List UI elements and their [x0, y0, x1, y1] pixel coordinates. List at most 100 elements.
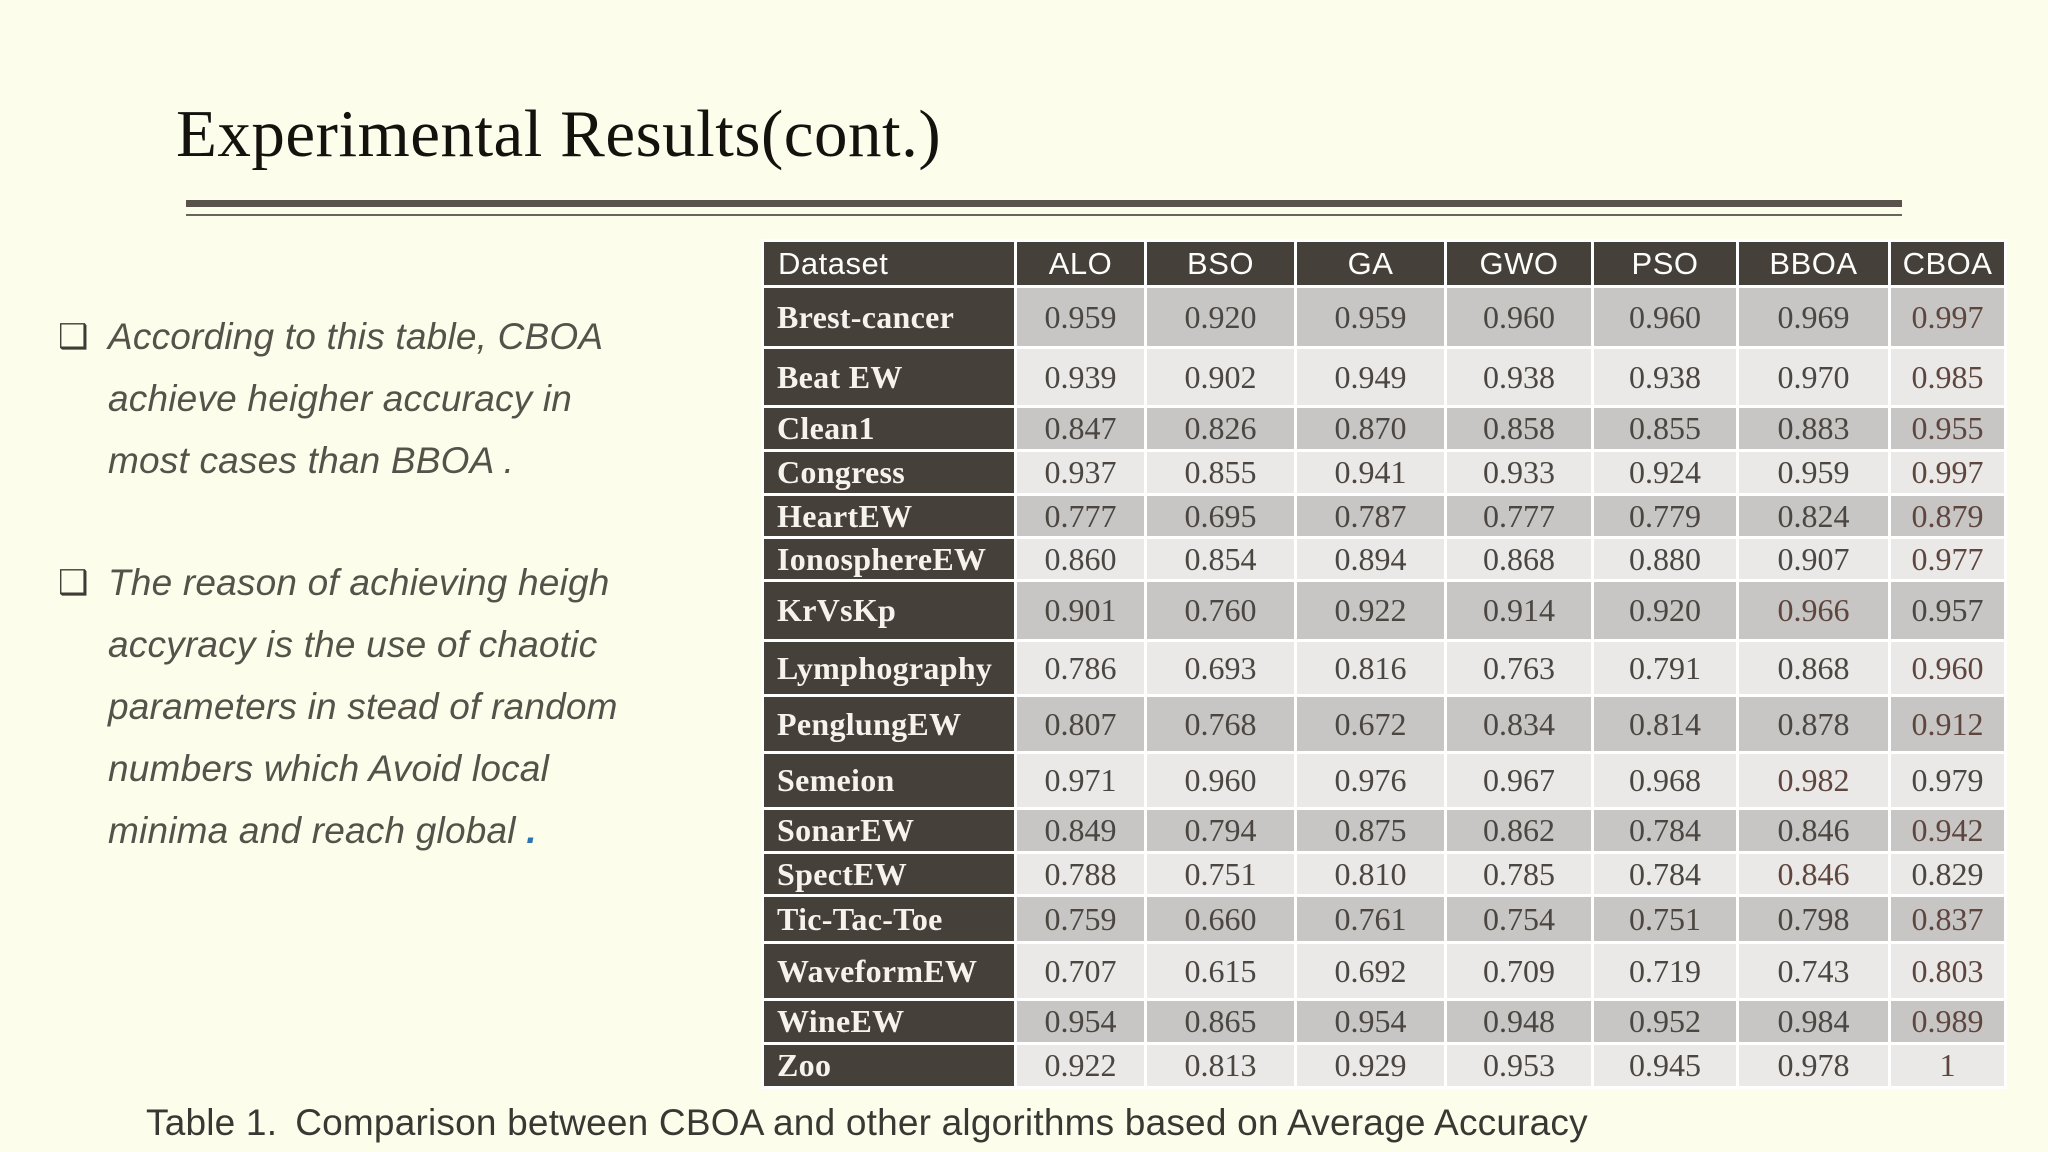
- bullet-text-line: parameters in stead of random: [108, 686, 618, 727]
- value-cell-bboa: 0.868: [1739, 642, 1888, 694]
- value-cell-cboa: 0.829: [1891, 854, 2004, 894]
- results-table: Dataset ALO BSO GA GWO PSO BBOA CBOA Brest-cance…: [761, 239, 2007, 1089]
- value-cell-bso: 0.693: [1147, 642, 1294, 694]
- column-header-bso: BSO: [1147, 242, 1294, 285]
- value-cell-pso: 0.855: [1594, 408, 1736, 449]
- column-header-alo: ALO: [1017, 242, 1144, 285]
- value-cell-bboa: 0.907: [1739, 539, 1888, 579]
- value-cell-ga: 0.941: [1297, 452, 1444, 493]
- value-cell-pso: 0.814: [1594, 697, 1736, 751]
- table-caption-text: Comparison between CBOA and other algori…: [295, 1102, 1588, 1143]
- dataset-cell: KrVsKp: [764, 582, 1014, 639]
- dataset-cell: Congress: [764, 452, 1014, 493]
- value-cell-gwo: 0.948: [1447, 1001, 1591, 1042]
- bullet-text: The reason of achieving heigh accyracy is…: [108, 552, 618, 862]
- value-cell-bboa: 0.978: [1739, 1045, 1888, 1086]
- bullet-item: ❑ According to this table, CBOA achieve he…: [58, 306, 678, 492]
- dataset-cell: Beat EW: [764, 349, 1014, 405]
- table-row: IonosphereEW 0.860 0.854 0.894 0.868 0.880 0.9…: [764, 539, 2004, 579]
- value-cell-pso: 0.791: [1594, 642, 1736, 694]
- value-cell-pso: 0.938: [1594, 349, 1736, 405]
- bullet-text-line: numbers which Avoid local: [108, 748, 549, 789]
- value-cell-cboa: 0.957: [1891, 582, 2004, 639]
- value-cell-pso: 0.924: [1594, 452, 1736, 493]
- dataset-cell: SonarEW: [764, 810, 1014, 851]
- value-cell-bboa: 0.846: [1739, 854, 1888, 894]
- value-cell-pso: 0.945: [1594, 1045, 1736, 1086]
- table-header-row: Dataset ALO BSO GA GWO PSO BBOA CBOA: [764, 242, 2004, 285]
- value-cell-alo: 0.847: [1017, 408, 1144, 449]
- blue-period: .: [515, 810, 537, 851]
- dataset-cell: Tic-Tac-Toe: [764, 897, 1014, 941]
- value-cell-ga: 0.761: [1297, 897, 1444, 941]
- bullet-list: ❑ According to this table, CBOA achieve he…: [58, 306, 678, 922]
- dataset-cell: HeartEW: [764, 496, 1014, 536]
- bullet-item: ❑ The reason of achieving heigh accyracy i…: [58, 552, 678, 862]
- value-cell-alo: 0.788: [1017, 854, 1144, 894]
- value-cell-bboa: 0.966: [1739, 582, 1888, 639]
- value-cell-gwo: 0.938: [1447, 349, 1591, 405]
- bullet-text-line: accyracy is the use of chaotic: [108, 624, 598, 665]
- value-cell-bso: 0.920: [1147, 288, 1294, 346]
- column-header-ga: GA: [1297, 242, 1444, 285]
- value-cell-bboa: 0.970: [1739, 349, 1888, 405]
- bullet-text-line: minima and reach global .: [108, 810, 537, 851]
- value-cell-bso: 0.813: [1147, 1045, 1294, 1086]
- value-cell-gwo: 0.754: [1447, 897, 1591, 941]
- value-cell-cboa: 0.997: [1891, 452, 2004, 493]
- value-cell-ga: 0.954: [1297, 1001, 1444, 1042]
- column-header-pso: PSO: [1594, 242, 1736, 285]
- value-cell-cboa: 0.837: [1891, 897, 2004, 941]
- value-cell-alo: 0.707: [1017, 944, 1144, 998]
- table-row: SonarEW 0.849 0.794 0.875 0.862 0.784 0.846 0.9…: [764, 810, 2004, 851]
- table-row: Brest-cancer 0.959 0.920 0.959 0.960 0.960 0.9…: [764, 288, 2004, 346]
- value-cell-gwo: 0.914: [1447, 582, 1591, 639]
- value-cell-ga: 0.787: [1297, 496, 1444, 536]
- value-cell-pso: 0.968: [1594, 754, 1736, 807]
- value-cell-alo: 0.937: [1017, 452, 1144, 493]
- value-cell-ga: 0.922: [1297, 582, 1444, 639]
- value-cell-ga: 0.949: [1297, 349, 1444, 405]
- value-cell-cboa: 0.997: [1891, 288, 2004, 346]
- bullet-text-line: achieve heigher accuracy in: [108, 378, 573, 419]
- dataset-cell: Brest-cancer: [764, 288, 1014, 346]
- value-cell-pso: 0.779: [1594, 496, 1736, 536]
- bullet-square-icon: ❑: [58, 317, 89, 357]
- value-cell-alo: 0.786: [1017, 642, 1144, 694]
- column-header-cboa: CBOA: [1891, 242, 2004, 285]
- value-cell-alo: 0.959: [1017, 288, 1144, 346]
- value-cell-cboa: 0.977: [1891, 539, 2004, 579]
- column-header-gwo: GWO: [1447, 242, 1591, 285]
- value-cell-gwo: 0.777: [1447, 496, 1591, 536]
- value-cell-cboa: 0.879: [1891, 496, 2004, 536]
- value-cell-ga: 0.816: [1297, 642, 1444, 694]
- value-cell-cboa: 0.942: [1891, 810, 2004, 851]
- value-cell-gwo: 0.862: [1447, 810, 1591, 851]
- column-header-dataset: Dataset: [764, 242, 1014, 285]
- value-cell-ga: 0.875: [1297, 810, 1444, 851]
- table-row: Congress 0.937 0.855 0.941 0.933 0.924 0.959 0.…: [764, 452, 2004, 493]
- bullet-text-line: most cases than BBOA .: [108, 440, 515, 481]
- value-cell-ga: 0.959: [1297, 288, 1444, 346]
- value-cell-bso: 0.865: [1147, 1001, 1294, 1042]
- value-cell-bso: 0.615: [1147, 944, 1294, 998]
- title-underline-thin: [186, 214, 1902, 216]
- value-cell-pso: 0.784: [1594, 810, 1736, 851]
- dataset-cell: Clean1: [764, 408, 1014, 449]
- value-cell-pso: 0.880: [1594, 539, 1736, 579]
- value-cell-bboa: 0.883: [1739, 408, 1888, 449]
- value-cell-gwo: 0.933: [1447, 452, 1591, 493]
- value-cell-gwo: 0.763: [1447, 642, 1591, 694]
- dataset-cell: Lymphography: [764, 642, 1014, 694]
- table-row: Clean1 0.847 0.826 0.870 0.858 0.855 0.883 0.95…: [764, 408, 2004, 449]
- value-cell-pso: 0.960: [1594, 288, 1736, 346]
- value-cell-pso: 0.751: [1594, 897, 1736, 941]
- value-cell-bboa: 0.878: [1739, 697, 1888, 751]
- value-cell-cboa: 1: [1891, 1045, 2004, 1086]
- value-cell-bso: 0.751: [1147, 854, 1294, 894]
- title-underline-thick: [186, 200, 1902, 207]
- value-cell-alo: 0.971: [1017, 754, 1144, 807]
- value-cell-bboa: 0.982: [1739, 754, 1888, 807]
- value-cell-cboa: 0.985: [1891, 349, 2004, 405]
